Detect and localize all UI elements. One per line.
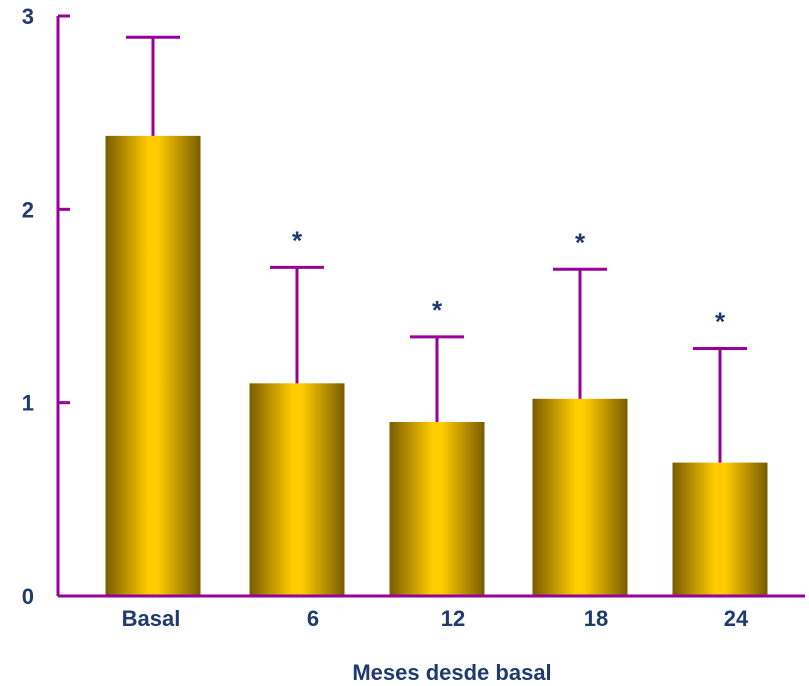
significance-star-6: * bbox=[292, 225, 303, 255]
y-tick-label-2: 2 bbox=[22, 197, 34, 222]
significance-star-24: * bbox=[715, 307, 726, 337]
significance-star-12: * bbox=[432, 295, 443, 325]
x-tick-label-6: 6 bbox=[307, 606, 319, 631]
bar-6 bbox=[249, 383, 345, 596]
error-bars-layer bbox=[126, 35, 747, 463]
x-tick-label-12: 12 bbox=[441, 606, 465, 631]
x-tick-label-basal: Basal bbox=[122, 606, 181, 631]
bar-basal bbox=[105, 135, 201, 596]
bar-24 bbox=[672, 462, 768, 596]
bar-18 bbox=[532, 398, 628, 596]
x-tick-label-24: 24 bbox=[724, 606, 749, 631]
x-axis-title: Meses desde basal bbox=[352, 660, 551, 685]
y-tick-label-3: 3 bbox=[22, 4, 34, 29]
y-tick-label-1: 1 bbox=[22, 391, 34, 416]
y-tick-label-0: 0 bbox=[22, 584, 34, 609]
significance-star-18: * bbox=[575, 227, 586, 257]
bars-layer bbox=[105, 135, 768, 596]
axes-layer bbox=[56, 14, 805, 598]
x-tick-label-18: 18 bbox=[584, 606, 608, 631]
bar-12 bbox=[389, 422, 485, 596]
